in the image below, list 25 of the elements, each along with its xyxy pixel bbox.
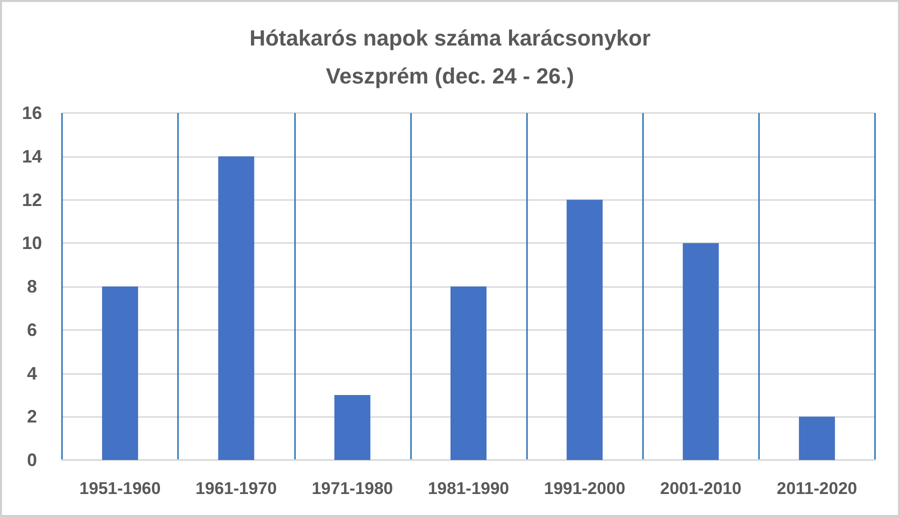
x-tick-label: 2001-2010 <box>660 479 742 498</box>
bar <box>682 243 719 460</box>
bar <box>102 286 138 460</box>
bar <box>218 156 254 460</box>
x-tick-label: 1981-1990 <box>428 479 510 498</box>
y-tick-label: 14 <box>22 146 42 166</box>
x-tick-label: 1961-1970 <box>196 479 277 498</box>
y-tick-label: 4 <box>26 363 38 384</box>
chart-subtitle: Veszprém (dec. 24 - 26.) <box>326 64 574 88</box>
x-tick-label: 1991-2000 <box>544 479 626 498</box>
y-tick-label: 8 <box>26 276 38 296</box>
y-tick-label: 10 <box>22 233 42 254</box>
bar <box>450 286 486 460</box>
bar <box>566 200 603 460</box>
y-tick-label: 2 <box>26 406 38 427</box>
x-tick-label: 1951-1960 <box>79 479 161 498</box>
y-tick-label: 6 <box>26 320 38 340</box>
bar <box>334 394 370 460</box>
y-tick-label: 12 <box>22 190 42 210</box>
y-tick-label: 0 <box>26 450 38 470</box>
x-tick-label: 2011-2020 <box>776 479 858 498</box>
x-tick-label: 1971-1980 <box>312 479 394 498</box>
bar <box>798 416 835 460</box>
chart-title: Hótakarós napok száma karácsonykor <box>249 26 651 50</box>
y-tick-label: 16 <box>22 103 42 123</box>
